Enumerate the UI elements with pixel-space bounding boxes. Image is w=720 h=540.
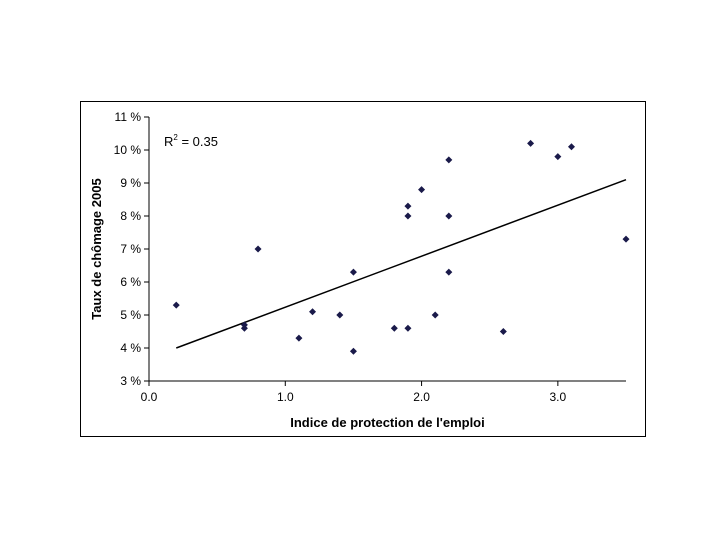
y-tick-label: 10 % — [114, 143, 142, 157]
data-point — [404, 212, 412, 220]
data-point — [527, 139, 535, 147]
data-point — [404, 202, 412, 210]
data-point — [390, 324, 398, 332]
y-tick-label: 11 % — [115, 110, 142, 124]
data-point — [349, 347, 357, 355]
ticks: 3 % 4 % 5 % 6 % 7 % 8 % 9 % 10 % 11 % 0.0 1.0 2.0 3.… — [114, 110, 567, 404]
data-point — [404, 324, 412, 332]
y-tick-label: 5 % — [120, 308, 141, 322]
data-point — [622, 235, 630, 243]
data-point — [295, 334, 303, 342]
r-squared-superscript: 2 — [173, 133, 178, 142]
trendline — [175, 178, 627, 349]
scatter-chart: 3 % 4 % 5 % 6 % 7 % 8 % 9 % 10 % 11 % 0.0 1.0 2.0 3.… — [89, 110, 630, 430]
data-points — [172, 139, 630, 355]
data-point — [445, 268, 453, 276]
y-axis-title: Taux de chômage 2005 — [89, 178, 104, 319]
data-point — [554, 153, 562, 161]
x-tick-label: 1.0 — [277, 390, 294, 404]
x-axis-title: Indice de protection de l'emploi — [290, 415, 485, 430]
data-point — [240, 321, 248, 329]
data-point — [418, 186, 426, 194]
y-tick-label: 6 % — [120, 275, 141, 289]
r-squared-value: = 0.35 — [178, 134, 218, 149]
x-tick-label: 3.0 — [550, 390, 567, 404]
data-point — [445, 212, 453, 220]
x-tick-label: 0.0 — [141, 390, 158, 404]
data-point — [336, 311, 344, 319]
y-tick-label: 9 % — [120, 176, 141, 190]
x-tick-label: 2.0 — [413, 390, 430, 404]
chart-frame: 3 % 4 % 5 % 6 % 7 % 8 % 9 % 10 % 11 % 0.0 1.0 2.0 3.… — [80, 101, 646, 437]
y-tick-label: 8 % — [120, 209, 141, 223]
data-point — [172, 301, 180, 309]
trendline-group — [175, 178, 627, 349]
data-point — [309, 308, 317, 316]
data-point — [499, 328, 507, 335]
y-tick-label: 7 % — [120, 242, 141, 256]
data-point — [431, 311, 439, 319]
data-point — [349, 268, 357, 276]
data-point — [254, 245, 262, 253]
r-squared-base: R — [164, 134, 173, 149]
y-tick-label: 3 % — [120, 374, 141, 388]
data-point — [567, 143, 575, 151]
y-tick-label: 4 % — [120, 341, 141, 355]
r-squared-annotation: R2 = 0.35 — [164, 133, 218, 149]
data-point — [445, 156, 453, 164]
